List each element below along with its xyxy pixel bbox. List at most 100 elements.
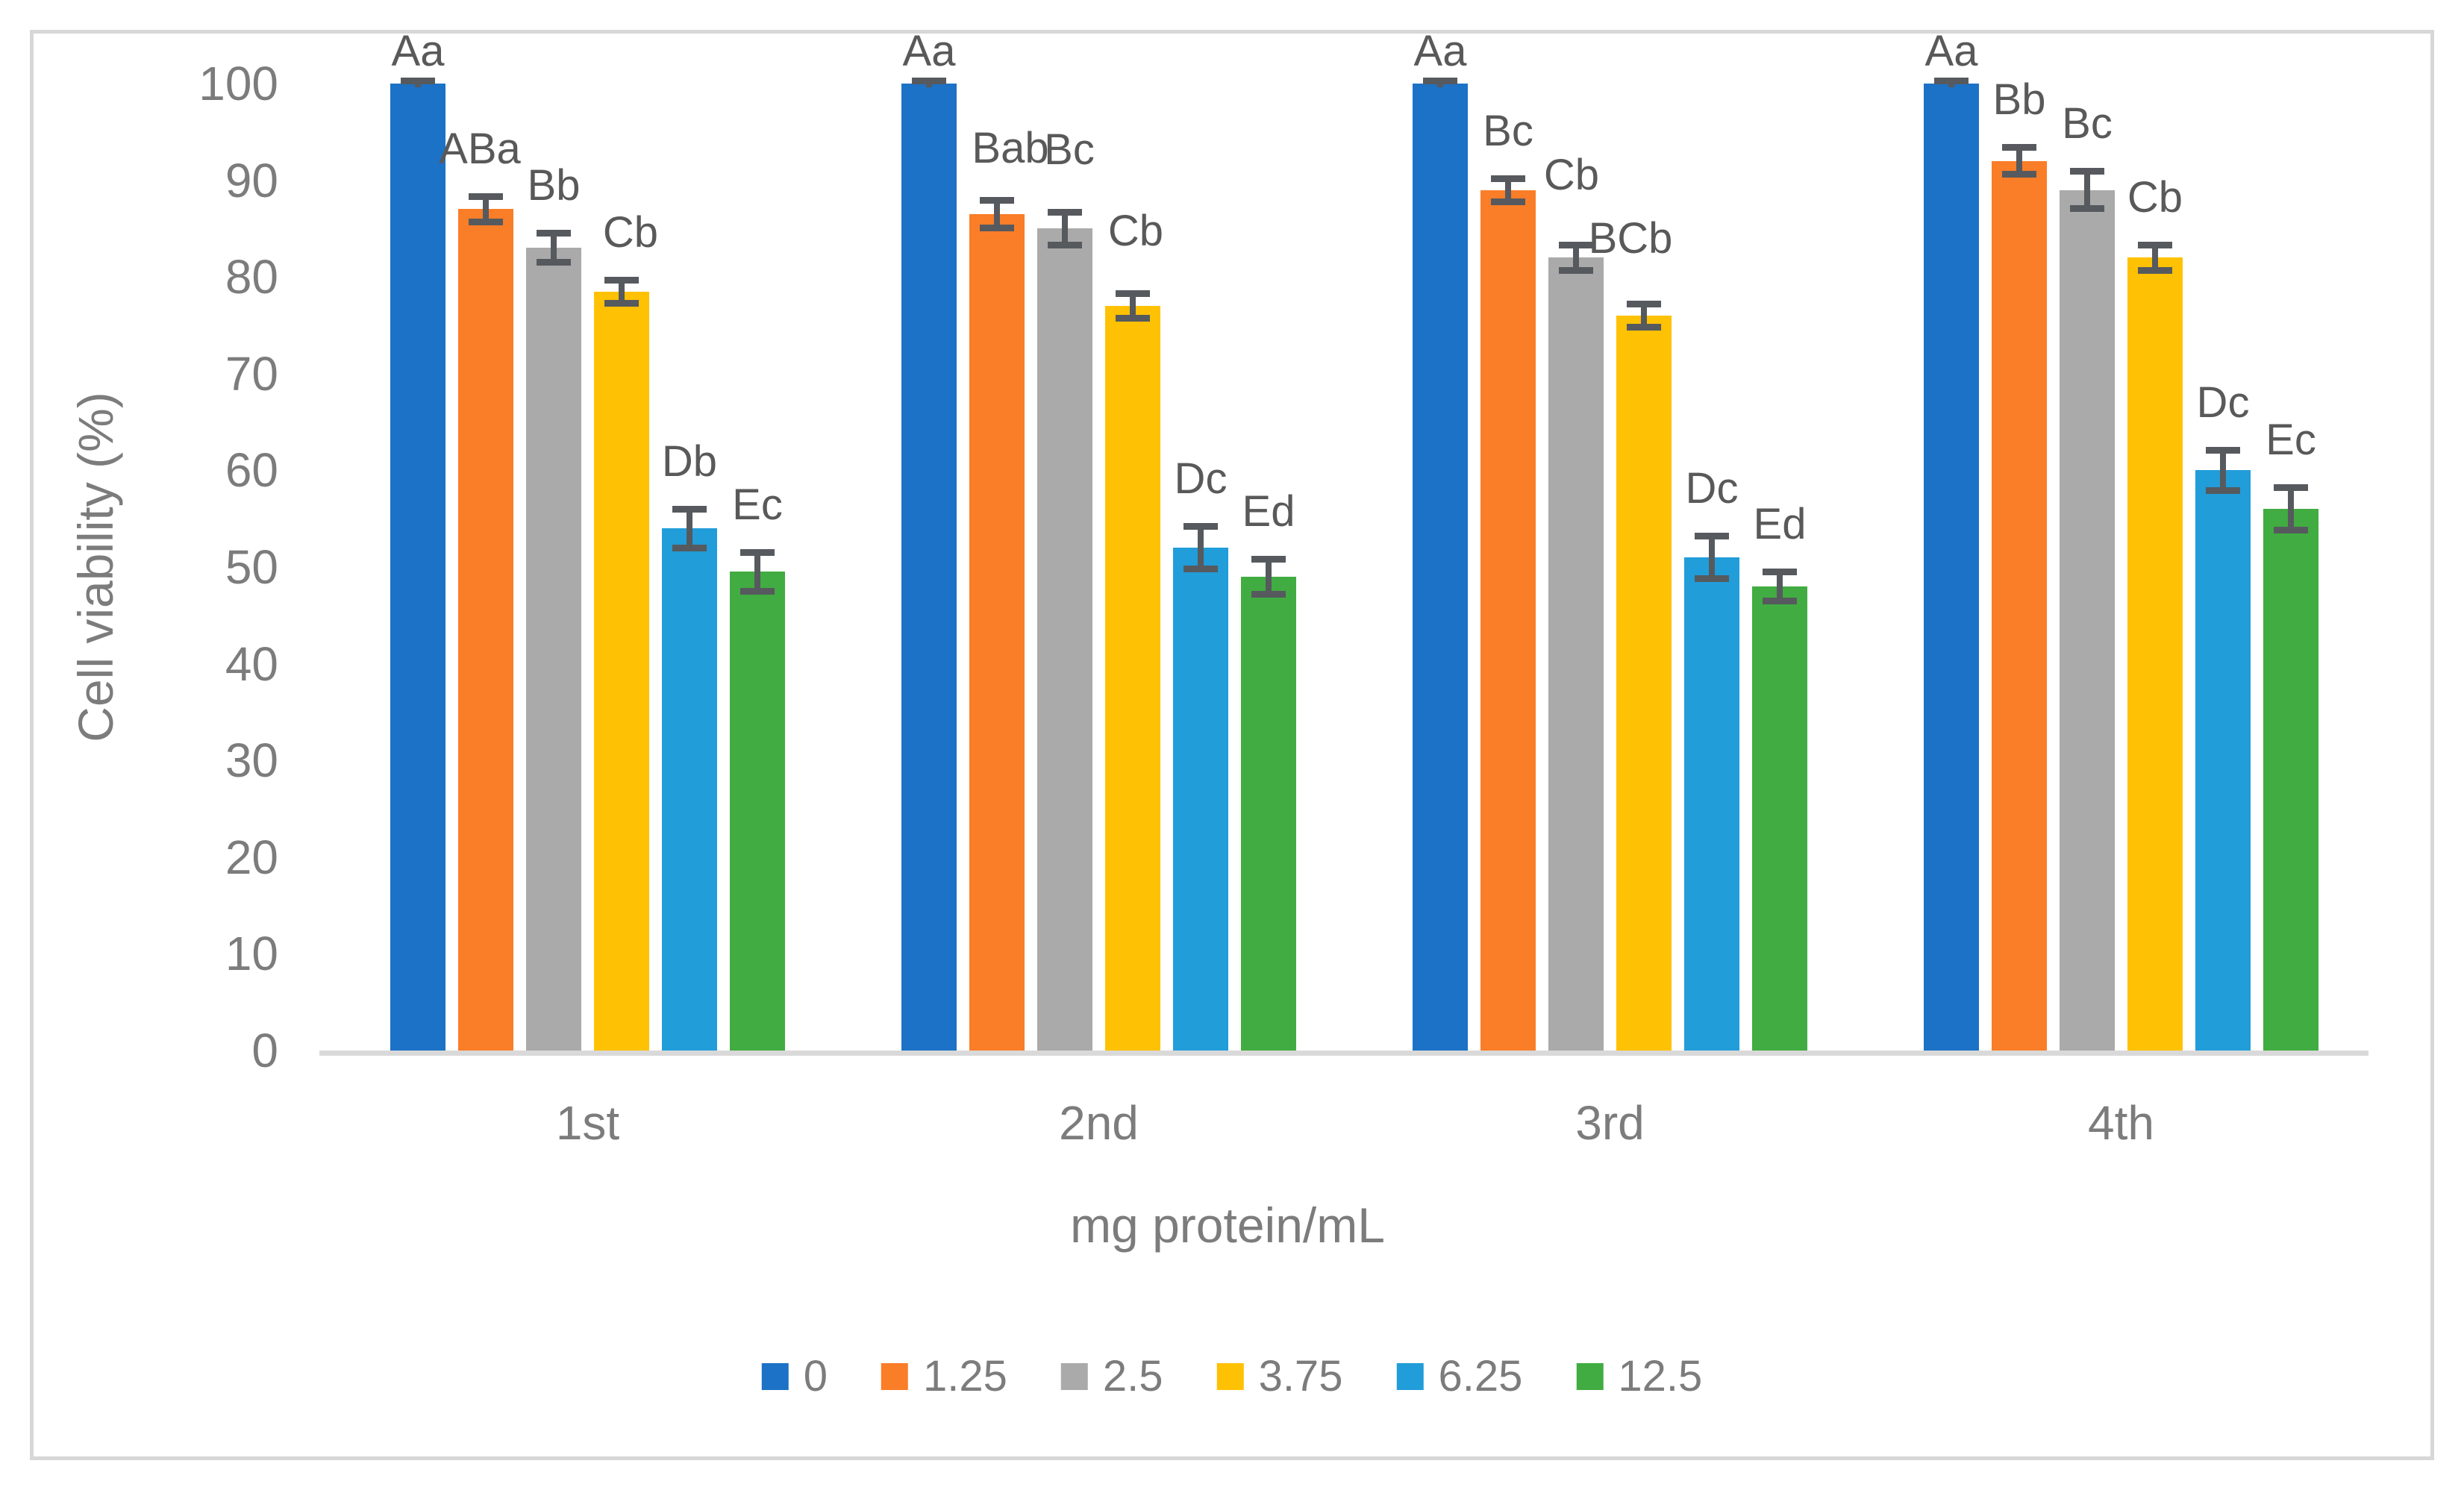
bar-point-label: BCb — [1588, 213, 1673, 263]
bar-point-label: Dc — [1174, 454, 1228, 504]
error-bar-cap-top — [1934, 77, 1969, 84]
bar-point-label: Bab — [972, 124, 1049, 173]
error-bar-line — [754, 552, 760, 592]
error-bar-line — [2152, 245, 2158, 271]
bar — [1480, 190, 1536, 1051]
bar-point-label: Db — [661, 436, 718, 486]
y-tick-label: 70 — [225, 346, 278, 401]
error-bar-cap-top — [980, 197, 1014, 204]
legend-marker-swatch — [761, 1363, 789, 1390]
error-bar-cap-bottom — [1559, 266, 1593, 274]
error-bar-line — [483, 196, 489, 222]
error-bar-cap-top — [1251, 556, 1286, 563]
error-bar-line — [2084, 171, 2090, 209]
legend-item: 6.25 — [1396, 1355, 1522, 1398]
bar-point-label: Bc — [2062, 99, 2113, 148]
legend-marker-swatch — [1396, 1363, 1424, 1390]
bar — [526, 248, 581, 1051]
bar-point-label: Aa — [391, 26, 445, 75]
bar-point-label: Bb — [527, 161, 581, 210]
error-bar-cap-top — [1048, 208, 1082, 216]
error-bar-line — [2220, 450, 2226, 491]
legend-item: 0 — [761, 1352, 828, 1400]
error-bar-line — [687, 509, 692, 548]
error-bar-cap-bottom — [2002, 171, 2036, 178]
error-bar-cap-top — [1423, 77, 1457, 84]
error-bar-line — [1777, 572, 1783, 601]
error-bar-cap-top — [537, 230, 571, 237]
legend-label: 1.25 — [923, 1352, 1007, 1400]
error-bar-cap-bottom — [2206, 487, 2240, 495]
error-bar-cap-bottom — [2070, 204, 2104, 212]
error-bar-cap-bottom — [1183, 566, 1218, 573]
bar — [458, 209, 513, 1051]
error-bar-line — [1266, 559, 1272, 595]
y-tick-label: 80 — [225, 250, 278, 304]
bar-point-label: Cb — [2127, 172, 2183, 222]
error-bar-cap-top — [1559, 241, 1593, 248]
bar-point-label: Cb — [602, 207, 659, 257]
bar-point-label: Cb — [1543, 150, 1600, 199]
error-bar-cap-top — [1116, 289, 1150, 297]
y-tick-label: 50 — [225, 540, 278, 594]
error-bar-cap-bottom — [672, 544, 707, 551]
legend-label: 0 — [803, 1352, 828, 1400]
error-bar-line — [1130, 293, 1136, 319]
error-bar-cap-bottom — [1627, 324, 1661, 331]
legend-item: 1.25 — [881, 1355, 1007, 1398]
error-bar-cap-top — [2206, 446, 2240, 454]
error-bar-cap-top — [912, 77, 946, 84]
error-bar-cap-top — [469, 193, 503, 201]
error-bar-line — [415, 81, 421, 88]
bar — [390, 84, 445, 1051]
bar — [1037, 228, 1092, 1051]
error-bar-line — [1641, 304, 1647, 328]
legend-label: 6.25 — [1438, 1352, 1523, 1400]
bar — [594, 291, 649, 1051]
error-bar-line — [1505, 178, 1511, 202]
error-bar-line — [551, 233, 557, 263]
bar — [2127, 257, 2183, 1051]
error-bar-cap-top — [1183, 523, 1218, 530]
error-bar-cap-bottom — [2274, 527, 2308, 534]
bar — [901, 84, 957, 1051]
error-bar-cap-top — [740, 549, 775, 557]
bar — [2060, 190, 2115, 1051]
error-bar-line — [2288, 487, 2294, 530]
error-bar-cap-bottom — [2138, 266, 2172, 274]
x-category-label: 1st — [555, 1096, 620, 1150]
legend-item: 3.75 — [1216, 1355, 1342, 1398]
error-bar-line — [2016, 147, 2022, 175]
bar — [1752, 586, 1807, 1051]
error-bar-cap-top — [401, 77, 435, 84]
error-bar-cap-bottom — [1048, 241, 1082, 248]
error-bar-line — [1062, 212, 1068, 245]
error-bar-cap-top — [1763, 568, 1797, 575]
error-bar-cap-bottom — [469, 218, 503, 225]
y-tick-label: 100 — [198, 57, 278, 110]
bar — [730, 572, 785, 1051]
bar — [1105, 306, 1160, 1051]
bar-point-label: Bc — [1044, 125, 1095, 174]
x-category-label: 2nd — [1059, 1096, 1139, 1150]
bar — [2195, 470, 2251, 1051]
error-bar-cap-bottom — [1251, 590, 1286, 598]
bar — [662, 528, 717, 1051]
bar-point-label: Bb — [1992, 75, 2046, 125]
bar-point-label: Ed — [1753, 499, 1807, 548]
bar-point-label: Aa — [1924, 26, 1978, 75]
bar — [1241, 576, 1296, 1051]
error-bar-cap-top — [1695, 533, 1729, 540]
error-bar-line — [619, 280, 625, 304]
error-bar-cap-top — [1491, 175, 1525, 182]
error-bar-cap-bottom — [1763, 597, 1797, 604]
legend-marker-swatch — [881, 1363, 909, 1390]
y-axis-title: Cell viability (%) — [68, 392, 123, 742]
bar-point-label: Dc — [2196, 378, 2250, 427]
legend-item: 12.5 — [1576, 1355, 1702, 1398]
error-bar-line — [994, 200, 1000, 228]
error-bar-cap-bottom — [537, 259, 571, 266]
bar — [1924, 84, 1979, 1051]
bar — [1616, 316, 1672, 1051]
bar-point-label: Bc — [1483, 106, 1533, 155]
